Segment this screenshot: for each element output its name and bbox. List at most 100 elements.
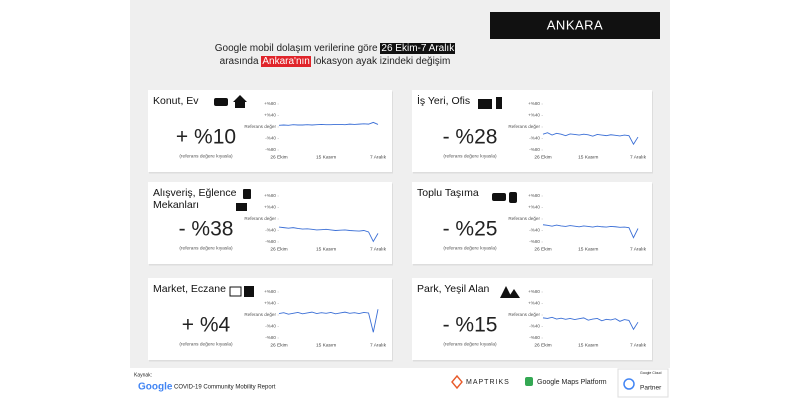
x-tick-label: 26 Ekim (270, 154, 287, 160)
maptriks: MAPTRIKS (466, 379, 510, 386)
card-bg (148, 90, 392, 172)
card: Park, Yeşil Alan - %15 (referans değere kı… (412, 278, 653, 362)
y-tick-label: -%80 (529, 239, 540, 244)
series-line (542, 224, 639, 239)
x-tick-label: 26 Ekim (270, 342, 287, 348)
note: (referans değere kıyasla) (443, 153, 497, 159)
y-tick-label: +%40 (264, 205, 276, 210)
y-tick-label: Referans değer (244, 312, 276, 317)
subtitle-text: arasında (219, 56, 262, 67)
note: (referans değere kıyasla) (179, 153, 233, 159)
headline: + %4 (182, 314, 231, 337)
y-tick-label: +%80 (528, 193, 540, 198)
series-line (278, 226, 379, 243)
card-bg (412, 182, 652, 264)
note: (referans değere kıyasla) (179, 341, 233, 347)
headline: - %25 (443, 218, 498, 241)
x-tick-label: 26 Ekim (534, 246, 551, 252)
city-box (490, 12, 660, 39)
building-icon (478, 99, 492, 109)
cards: Konut, Ev + %10 (referans değere kıyasla) +… (148, 90, 653, 362)
icons (214, 95, 520, 298)
subtitle-highlight: 26 Ekim-7 Aralık (380, 43, 456, 54)
google-logo: Google (138, 382, 173, 393)
note: (referans değere kıyasla) (179, 245, 233, 251)
y-tick-label: -%80 (529, 147, 540, 152)
x-tick-label: 7 Aralık (630, 154, 647, 160)
card-title: Market, Eczane (153, 283, 226, 295)
maptriks-icon (451, 374, 463, 390)
note: (referans değere kıyasla) (443, 341, 497, 347)
y-tick-label: -%40 (529, 228, 540, 233)
y-tick-label: -%40 (529, 136, 540, 141)
subtitle-highlight: Ankara'nın (261, 56, 311, 67)
title-box: Konut, Ev (153, 95, 199, 107)
y-tick-label: -%80 (265, 147, 276, 152)
tree-icon (500, 286, 512, 298)
tree-icon-2 (508, 289, 520, 298)
card-title: Toplu Taşıma (417, 187, 479, 199)
card-bg (148, 278, 392, 360)
x-tick-label: 15 Kasım (316, 246, 336, 252)
city: ANKARA (547, 17, 603, 32)
x-tick-label: 15 Kasım (316, 154, 336, 160)
card-bg (412, 278, 652, 360)
x-tick-label: 7 Aralık (630, 342, 647, 348)
subtitle-text: Google mobil dolaşım verilerine göre (214, 43, 381, 54)
y-tick-label: Referans değer (508, 124, 540, 129)
x-tick-label: 7 Aralık (370, 154, 387, 160)
card-title: İş Yeri, Ofis (417, 95, 471, 107)
y-tick-label: +%80 (528, 289, 540, 294)
partner-box (617, 368, 669, 398)
x-tick-label: 26 Ekim (270, 246, 287, 252)
bag-icon (243, 189, 251, 199)
y-tick-label: Referans değer (244, 124, 276, 129)
card-title: Park, Yeşil Alan (417, 283, 490, 295)
y-tick-label: -%40 (265, 324, 276, 329)
cloud-icon (623, 378, 635, 390)
y-tick-label: +%80 (264, 101, 276, 106)
note: (referans değere kıyasla) (443, 245, 497, 251)
footer (130, 368, 670, 400)
x-tick-label: 15 Kasım (316, 342, 336, 348)
card: Toplu Taşıma - %25 (referans değere kıyasl… (412, 182, 653, 266)
headline: - %38 (179, 218, 234, 241)
cart-icon (229, 286, 242, 297)
card: Market, Eczane + %4 (referans değere kıyas… (148, 278, 393, 362)
y-tick-label: +%40 (264, 113, 276, 118)
y-tick-label: +%80 (264, 289, 276, 294)
subtitle-text: lokasyon ayak izindeki değişim (310, 56, 451, 67)
y-tick-label: +%80 (528, 101, 540, 106)
card: Alışveriş, Eğlence Mekanları - %38 (refera… (148, 182, 393, 266)
y-tick-label: -%40 (529, 324, 540, 329)
title-box: İş Yeri, Ofis (417, 95, 471, 107)
y-tick-label: Referans değer (244, 216, 276, 221)
x-tick-label: 7 Aralık (370, 246, 387, 252)
series-line (278, 121, 379, 126)
y-tick-label: -%80 (265, 335, 276, 340)
y-tick-label: Referans değer (508, 312, 540, 317)
card-title: Alışveriş, Eğlence Mekanları (153, 187, 237, 211)
title-box: Toplu Taşıma (417, 187, 479, 199)
maps-platform: Google Maps Platform (537, 379, 607, 386)
title-box: Market, Eczane (153, 283, 226, 295)
headline: + %10 (176, 126, 236, 149)
card: Konut, Ev + %10 (referans değere kıyasla) +… (148, 90, 393, 174)
card-bg (148, 182, 392, 264)
series-line (278, 309, 379, 333)
y-tick-label: +%40 (528, 205, 540, 210)
x-tick-label: 7 Aralık (370, 342, 387, 348)
maps-icon (525, 377, 533, 386)
headline: - %28 (443, 126, 498, 149)
y-tick-label: -%80 (529, 335, 540, 340)
card-title: Konut, Ev (153, 95, 199, 107)
card: İş Yeri, Ofis - %28 (referans değere kıyas… (412, 90, 653, 174)
y-tick-label: +%40 (528, 301, 540, 306)
y-tick-label: +%40 (528, 113, 540, 118)
x-tick-label: 15 Kasım (578, 154, 598, 160)
train-icon (509, 192, 517, 203)
source: COVID-19 Community Mobility Report (174, 385, 276, 391)
y-tick-label: -%40 (265, 136, 276, 141)
